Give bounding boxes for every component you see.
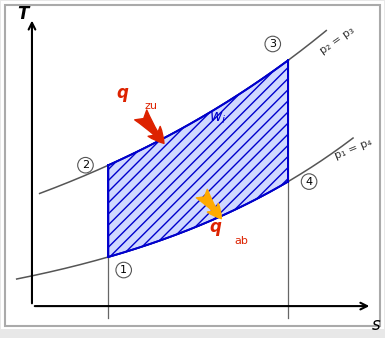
Text: T: T: [17, 5, 28, 24]
Text: $w_i$: $w_i$: [209, 110, 226, 125]
Text: 1: 1: [120, 265, 127, 275]
Text: ab: ab: [234, 236, 248, 246]
Text: s: s: [372, 316, 380, 334]
Polygon shape: [109, 61, 288, 257]
Text: 2: 2: [82, 160, 89, 170]
Text: 3: 3: [269, 39, 276, 49]
Text: q: q: [116, 84, 128, 102]
Text: q: q: [210, 218, 222, 237]
Text: 4: 4: [306, 176, 313, 187]
Text: zu: zu: [145, 101, 158, 111]
Text: p₁ = p₄: p₁ = p₄: [333, 137, 373, 161]
Text: p₂ = p₃: p₂ = p₃: [319, 25, 357, 56]
